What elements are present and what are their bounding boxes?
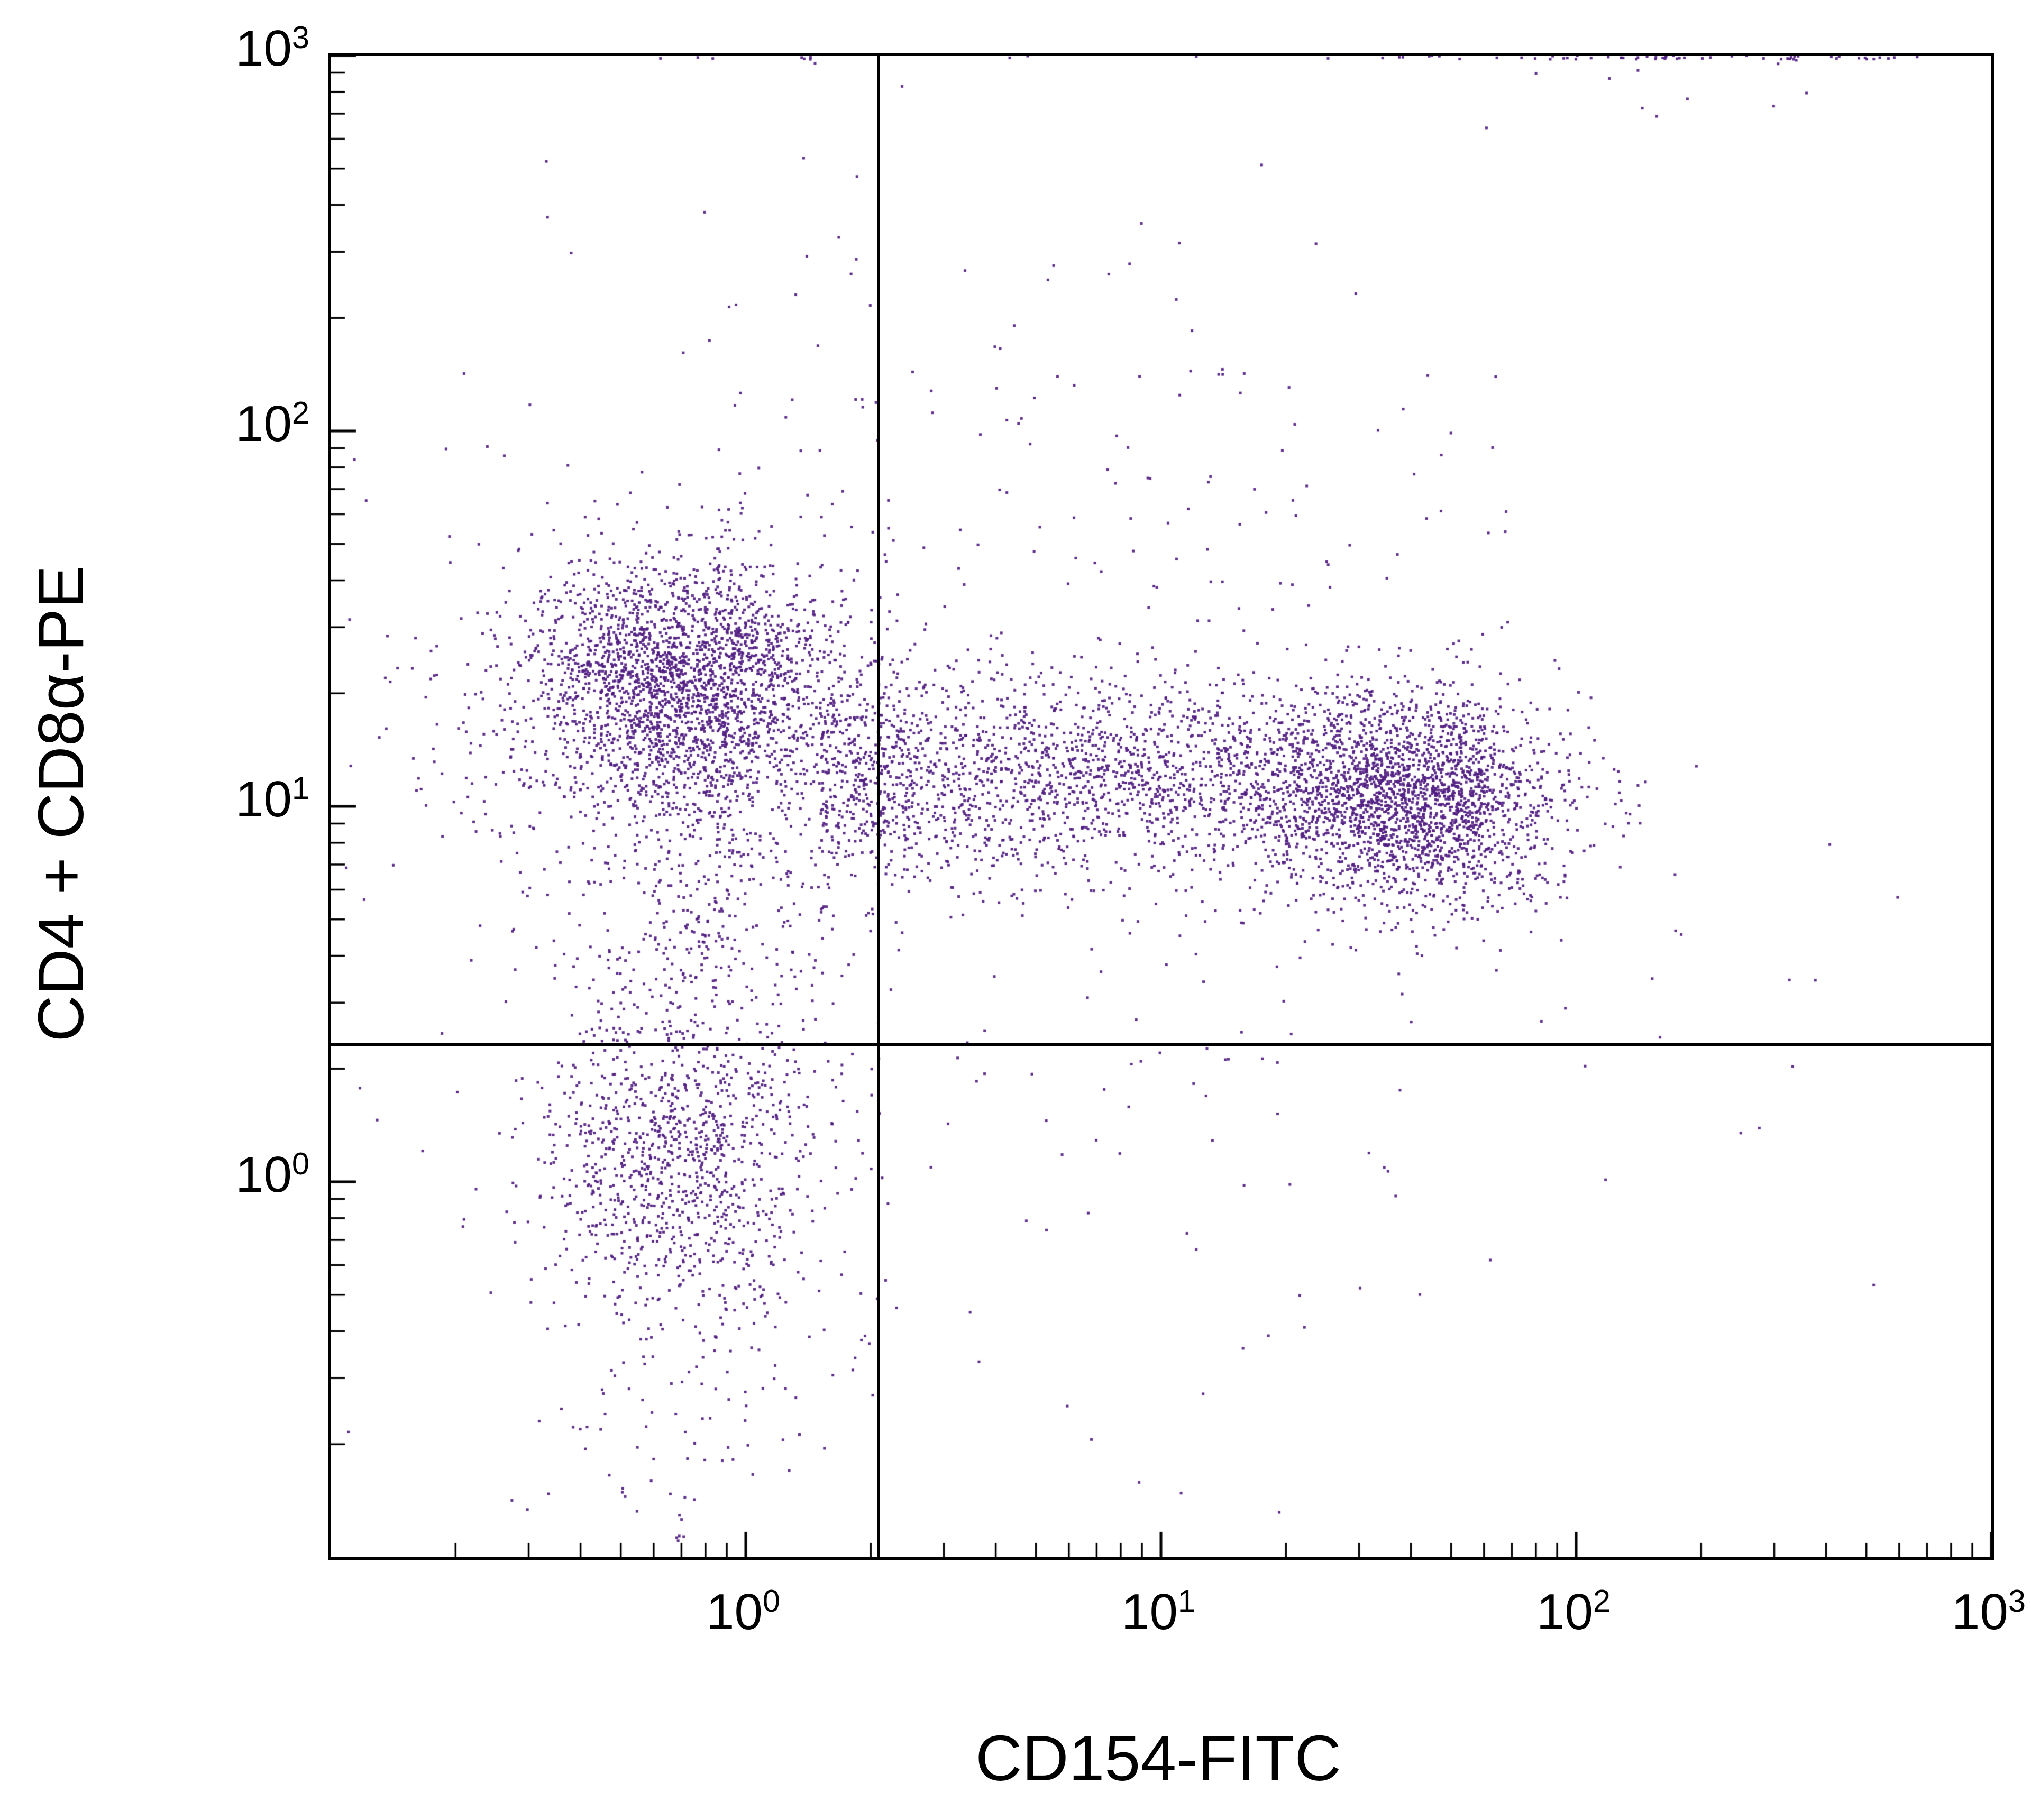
y-tick-label-10e0: 100 — [235, 1146, 309, 1203]
quadrant-gate-horizontal — [331, 1043, 1991, 1046]
y-tick-label-10e2: 102 — [235, 395, 309, 452]
y-tick-label-10e1: 101 — [235, 770, 309, 828]
y-axis-label: CD4 + CD8α-PE — [25, 565, 97, 1042]
x-tick-label-10e1: 101 — [1121, 1583, 1195, 1640]
y-tick-label-10e3: 103 — [235, 20, 309, 77]
x-tick-label-10e2: 102 — [1536, 1583, 1611, 1640]
x-axis-label: CD154-FITC — [975, 1722, 1341, 1794]
scatter-plot — [328, 53, 1994, 1560]
x-tick-label-10e3: 103 — [1952, 1583, 2026, 1640]
scatter-points-canvas — [331, 56, 1991, 1557]
quadrant-gate-vertical — [877, 56, 880, 1557]
x-tick-label-10e0: 100 — [706, 1583, 780, 1640]
